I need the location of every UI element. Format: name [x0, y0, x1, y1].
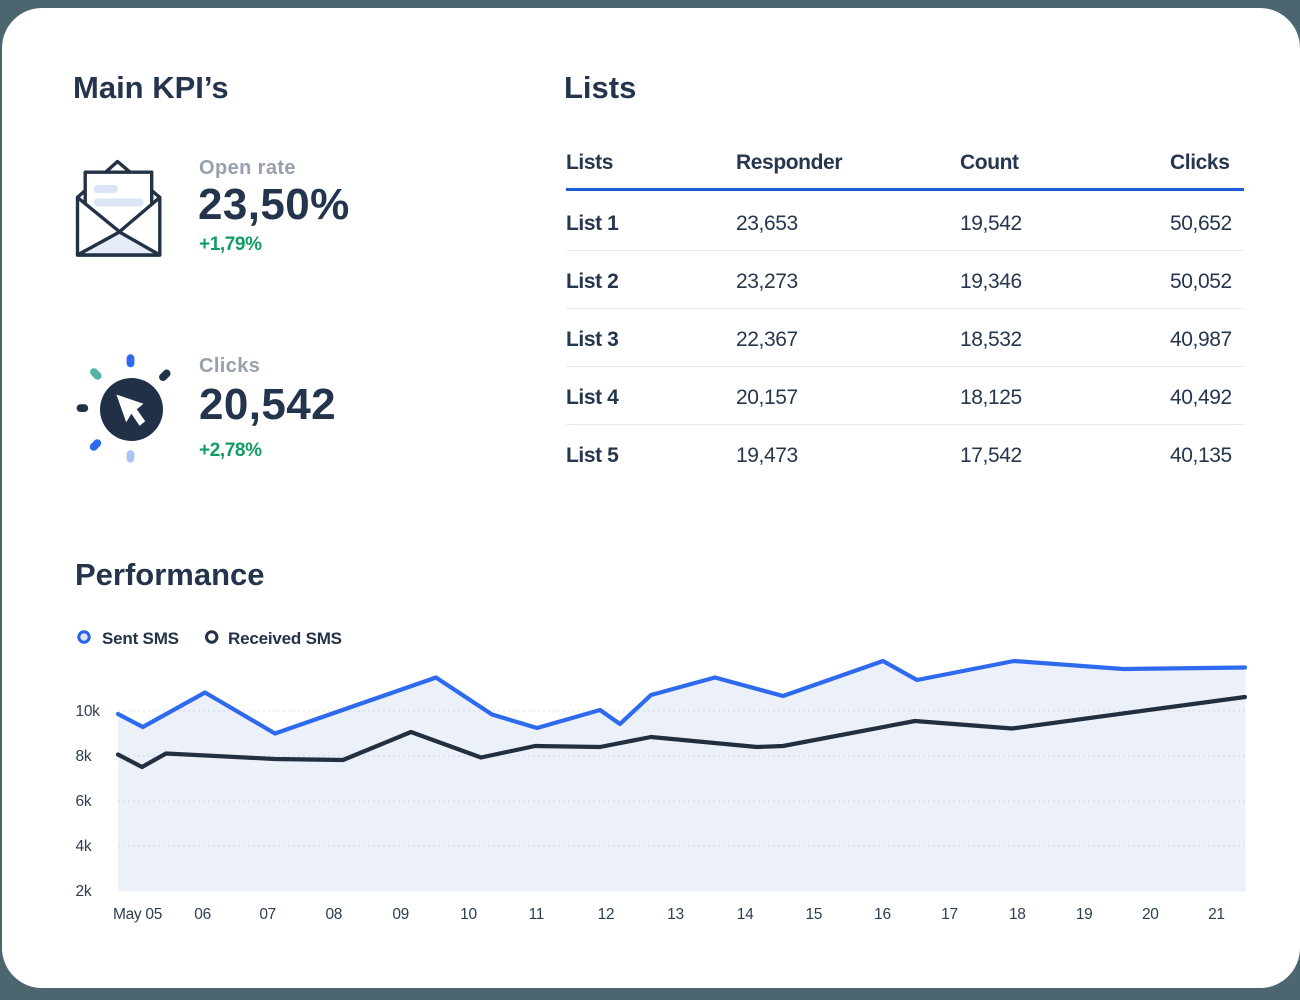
svg-text:20: 20	[1142, 906, 1159, 923]
svg-text:8k: 8k	[76, 748, 92, 765]
svg-text:11: 11	[529, 906, 545, 923]
svg-text:21: 21	[1208, 906, 1225, 923]
svg-text:14: 14	[737, 906, 754, 923]
svg-text:2k: 2k	[76, 883, 92, 900]
svg-text:06: 06	[194, 906, 211, 923]
svg-text:12: 12	[598, 906, 615, 923]
svg-text:18: 18	[1009, 906, 1026, 923]
svg-text:09: 09	[392, 906, 409, 923]
svg-text:19: 19	[1076, 906, 1093, 923]
svg-text:15: 15	[805, 906, 822, 923]
svg-text:17: 17	[941, 906, 958, 923]
svg-text:13: 13	[667, 906, 684, 923]
svg-text:07: 07	[259, 906, 276, 923]
svg-text:May 05: May 05	[113, 906, 162, 923]
svg-text:10: 10	[460, 906, 477, 923]
svg-text:6k: 6k	[76, 793, 92, 810]
svg-text:16: 16	[874, 906, 891, 923]
svg-text:10k: 10k	[76, 703, 101, 720]
svg-text:4k: 4k	[76, 838, 92, 855]
svg-text:08: 08	[325, 906, 342, 923]
